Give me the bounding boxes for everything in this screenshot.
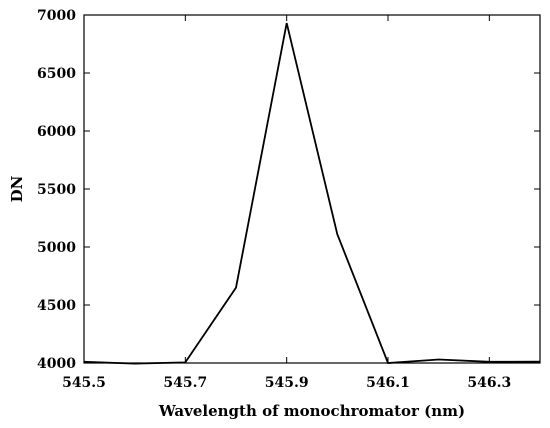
series-layer	[83, 22, 541, 365]
x-tick-label: 545.9	[265, 375, 309, 391]
x-tick-label: 546.3	[467, 375, 511, 391]
x-tick-label: 545.5	[62, 375, 106, 391]
y-tick-label: 5000	[37, 240, 76, 256]
y-tick-label: 6500	[37, 66, 76, 82]
y-tick-label: 5500	[37, 182, 76, 198]
y-axis: 4000 4500 5000 5500 6000 6500 7000	[37, 8, 540, 372]
plot-frame	[83, 14, 541, 364]
series-line-0	[83, 22, 541, 365]
y-tick-label: 7000	[37, 8, 76, 24]
x-tick-label: 545.7	[163, 375, 207, 391]
y-axis-label: DN	[8, 175, 26, 202]
x-tick-label: 546.1	[366, 375, 410, 391]
y-tick-label: 4000	[37, 356, 76, 372]
x-axis: 545.5 545.7 545.9 546.1 546.3	[62, 15, 511, 391]
x-axis-label: Wavelength of monochromator (nm)	[158, 402, 465, 420]
y-tick-label: 4500	[37, 298, 76, 314]
y-tick-label: 6000	[37, 124, 76, 140]
